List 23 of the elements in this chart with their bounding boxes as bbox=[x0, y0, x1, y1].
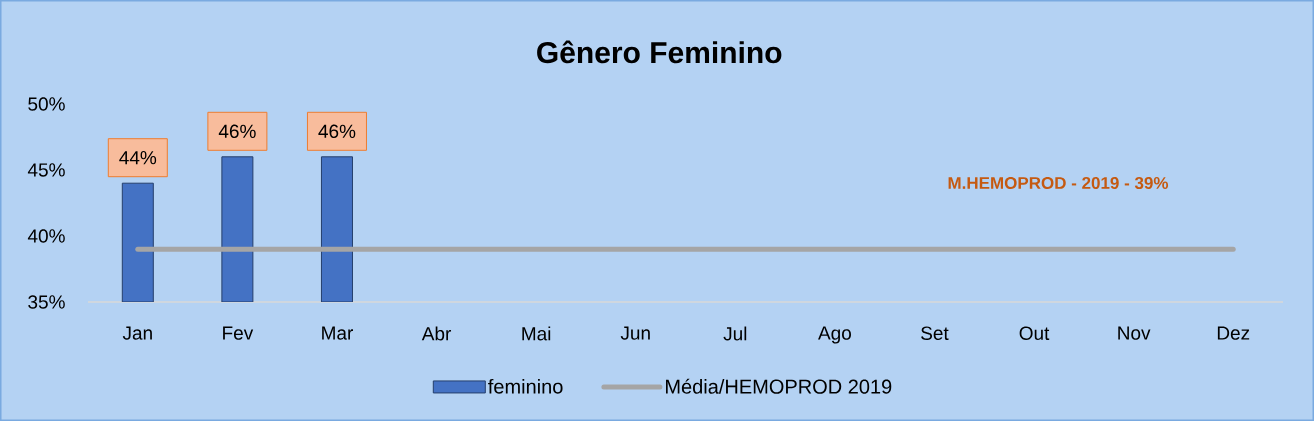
data-label: 44% bbox=[119, 151, 157, 165]
x-tick-label: Fev bbox=[223, 326, 254, 340]
x-tick-label: Jun bbox=[620, 326, 650, 340]
y-tick-label: 35% bbox=[28, 295, 65, 309]
y-tick-label: 50% bbox=[28, 97, 65, 111]
y-tick-label: 40% bbox=[27, 229, 65, 243]
x-tick-label: Nov bbox=[1118, 326, 1151, 340]
x-tick-label: Mar bbox=[322, 326, 354, 340]
annotation: M.HEMOPROD - 2019 - 39% bbox=[948, 176, 1169, 190]
x-tick-label: Jan bbox=[122, 326, 152, 340]
x-tick-label: Abr bbox=[421, 326, 452, 341]
data-label: 46% bbox=[218, 124, 256, 139]
x-tick-label: Ago bbox=[818, 326, 851, 344]
chart-title: Gênero Feminino bbox=[537, 40, 782, 64]
x-tick-label: Out bbox=[1019, 326, 1050, 340]
x-tick-label: Set bbox=[921, 326, 949, 340]
x-tick-label: Dez bbox=[1217, 326, 1250, 340]
y-tick-label: 45% bbox=[27, 163, 65, 177]
legend-label: feminino bbox=[488, 378, 563, 394]
x-tick-label: Mai bbox=[522, 326, 551, 341]
x-tick-label: Jul bbox=[723, 326, 747, 341]
legend-label: Média/HEMOPROD 2019 bbox=[666, 378, 892, 394]
data-label: 46% bbox=[318, 124, 356, 139]
